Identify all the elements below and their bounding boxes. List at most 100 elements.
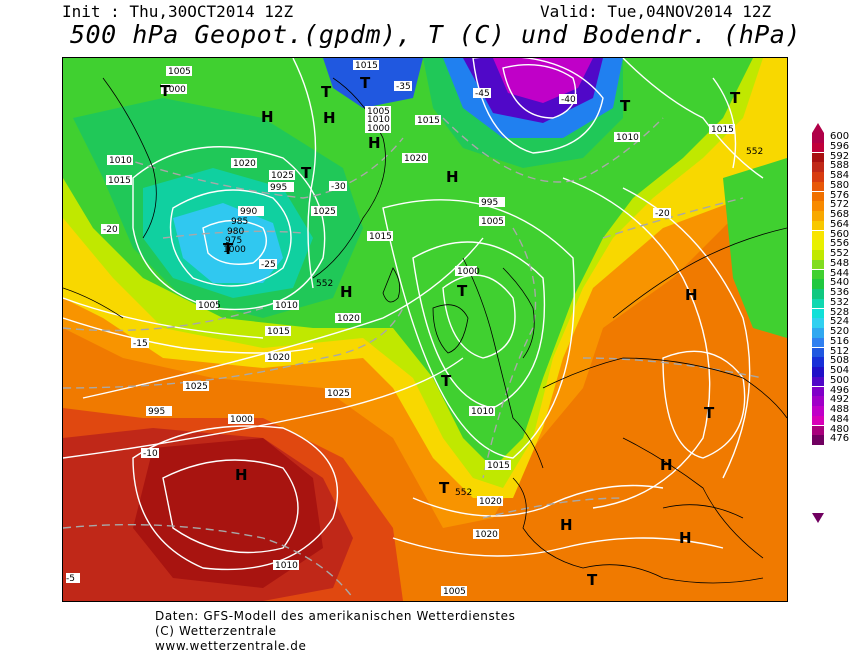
high-pressure-marker: H: [261, 108, 274, 126]
legend-swatch: [812, 142, 824, 153]
legend-swatch: [812, 435, 824, 445]
legend-swatch: [812, 259, 824, 270]
legend-swatch: [812, 298, 824, 309]
isobar-label: 1020: [479, 497, 502, 507]
legend-swatch: [812, 406, 824, 416]
legend-swatch: [812, 211, 824, 221]
legend-value: 568: [830, 209, 850, 220]
legend-value: 480: [830, 423, 850, 435]
isobar-label: 1015: [487, 461, 510, 471]
legend-swatch: [812, 386, 824, 397]
legend-value: 584: [830, 170, 850, 181]
low-pressure-marker: T: [587, 571, 598, 589]
legend-value: 592: [830, 150, 850, 162]
isobar-label: 1015: [355, 61, 378, 71]
isobar-label: 1020: [475, 530, 498, 540]
low-pressure-marker: T: [301, 164, 312, 182]
gpdm-label: 552: [455, 488, 472, 498]
isotherm-label: -45: [475, 89, 490, 99]
gpdm-label: 552: [746, 147, 763, 157]
legend-value: 508: [830, 355, 850, 367]
isobar-label: 1020: [404, 154, 427, 164]
isotherm-label: -30: [331, 182, 346, 192]
legend-value: 484: [830, 413, 850, 425]
isobar-label: 1010: [275, 561, 298, 571]
legend-swatch: [812, 133, 824, 143]
legend-value: 572: [830, 199, 850, 211]
footer-website-link[interactable]: www.wetterzentrale.de: [155, 639, 307, 653]
low-pressure-marker: T: [360, 74, 371, 92]
legend-value: 476: [830, 433, 850, 445]
isobar-label: 1015: [267, 327, 290, 337]
valid-time: Valid: Tue,04NOV2014 12Z: [540, 2, 772, 21]
legend-value: 540: [830, 277, 850, 289]
init-time: Init : Thu,30OCT2014 12Z: [62, 2, 294, 21]
legend-swatch: [812, 347, 824, 358]
isotherm-label: -35: [396, 82, 411, 92]
legend-top-arrow: [812, 123, 824, 133]
weather-map: 1005 1000 1010 1015 1020 1025 995 990 98…: [62, 57, 788, 602]
legend-value: 576: [830, 189, 850, 201]
isobar-label: 1025: [327, 389, 350, 399]
isobar-label: 1020: [337, 314, 360, 324]
low-pressure-marker: T: [441, 372, 452, 390]
isobar-label: 1005: [198, 301, 221, 311]
isobar-label: 1005: [168, 67, 191, 77]
legend-value: 492: [830, 394, 850, 406]
isotherm-label: -25: [261, 260, 276, 270]
legend-swatch: [812, 240, 824, 250]
legend-swatch: [812, 415, 824, 426]
isobar-label: 995: [481, 198, 498, 208]
legend-swatch: [812, 269, 824, 280]
low-pressure-marker: T: [223, 240, 234, 258]
legend-swatch: [812, 172, 824, 182]
high-pressure-marker: H: [679, 529, 692, 547]
isobar-label: 1010: [275, 301, 298, 311]
isotherm-label: -40: [561, 95, 576, 105]
isobar-label: 1020: [233, 159, 256, 169]
low-pressure-marker: T: [704, 404, 715, 422]
isobar-label: 1000: [223, 245, 246, 255]
isobar-label: 995: [270, 183, 287, 193]
legend-swatch: [812, 152, 824, 163]
isobar-label: 1010: [471, 407, 494, 417]
legend-value: 500: [830, 374, 850, 386]
legend-value: 520: [830, 326, 850, 337]
isobar-label: 1015: [417, 116, 440, 126]
low-pressure-marker: T: [439, 479, 450, 497]
gpdm-label: 552: [316, 279, 333, 289]
isobar-label: 1010: [367, 115, 390, 125]
legend-value: 496: [830, 384, 850, 396]
legend-swatch: [812, 396, 824, 406]
high-pressure-marker: H: [660, 456, 673, 474]
legend-swatch: [812, 376, 824, 387]
legend-swatch: [812, 230, 824, 241]
legend-value: 524: [830, 316, 850, 328]
legend-value: 556: [830, 238, 850, 250]
legend-value: 536: [830, 287, 850, 298]
low-pressure-marker: T: [730, 89, 741, 107]
footer-copyright: (C) Wetterzentrale: [155, 624, 277, 638]
low-pressure-marker: T: [160, 82, 171, 100]
high-pressure-marker: H: [685, 286, 698, 304]
legend-value: 528: [830, 306, 850, 318]
isobar-label: 985: [231, 217, 248, 227]
legend-value: 504: [830, 365, 850, 376]
isobar-label: 1020: [267, 353, 290, 363]
high-pressure-marker: H: [368, 134, 381, 152]
isobar-label: 1010: [616, 133, 639, 143]
high-pressure-marker: H: [235, 466, 248, 484]
low-pressure-marker: T: [321, 83, 332, 101]
legend-swatch: [812, 308, 824, 319]
legend-swatch: [812, 250, 824, 260]
low-pressure-marker: T: [620, 97, 631, 115]
isobar-label: 980: [227, 227, 244, 237]
isobar-label: 975: [225, 236, 242, 246]
legend-swatch: [812, 337, 824, 348]
isobar-label: 1005: [481, 217, 504, 227]
isotherm-label: -5: [66, 574, 75, 584]
legend-swatch: [812, 220, 824, 231]
isobar-label: 1000: [163, 85, 186, 95]
isobar-label: 1015: [108, 176, 131, 186]
isotherm-label: -15: [133, 339, 148, 349]
